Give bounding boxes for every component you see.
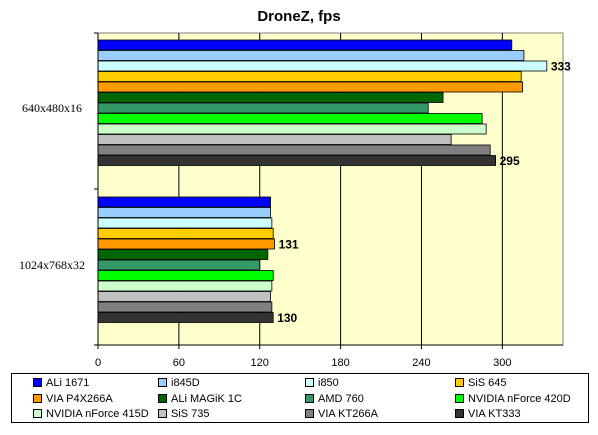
bar-nvidia-nforce-415d-1 (97, 280, 273, 292)
bar-via-kt266a-0 (97, 144, 491, 156)
legend-item: VIA KT333 (455, 408, 521, 424)
legend-label: NVIDIA nForce 420D (468, 393, 571, 405)
legend-item: i845D (158, 377, 200, 393)
data-label: 333 (551, 59, 571, 73)
bar-i850-0 (97, 60, 548, 72)
legend-label: VIA KT266A (318, 408, 378, 420)
legend-item: NVIDIA nForce 420D (455, 393, 571, 409)
bar-via-kt333-1 (97, 312, 274, 323)
legend: ALi 1671 i845D i850 SiS 645 VIA P4X266A ALi M… (11, 373, 589, 423)
legend-swatch (33, 377, 42, 387)
bar-sis-735-0 (97, 134, 452, 145)
legend-label: VIA KT333 (468, 408, 521, 420)
legend-swatch (455, 377, 464, 387)
x-tick-labels: 0 60 120 180 240 300 (95, 357, 512, 369)
legend-label: NVIDIA nForce 415D (46, 408, 149, 420)
bar-i845d-0 (97, 50, 525, 61)
legend-item: i850 (305, 377, 339, 393)
bar-sis-735-1 (97, 291, 271, 302)
legend-swatch (158, 377, 167, 387)
x-tick-label: 300 (493, 357, 511, 369)
bars (97, 39, 548, 323)
bar-nvidia-nforce-420d-0 (97, 113, 483, 124)
chart-title: DroneZ, fps (257, 8, 340, 25)
bar-nvidia-nforce-415d-0 (97, 123, 487, 135)
bar-i850-1 (97, 217, 273, 229)
legend-swatch (305, 393, 314, 403)
legend-item: NVIDIA nForce 415D (33, 408, 149, 424)
category-label: 640x480x16 (22, 101, 82, 115)
category-label: 1024x768x32 (19, 258, 85, 272)
legend-label: ALi MAGiK 1C (171, 393, 242, 405)
bar-amd-760-0 (97, 102, 429, 114)
legend-label: ALi 1671 (46, 377, 90, 389)
x-tick-label: 60 (173, 357, 185, 369)
x-tick-label: 180 (331, 357, 349, 369)
x-tick-label: 0 (95, 357, 101, 369)
legend-item: VIA KT266A (305, 408, 378, 424)
bar-ali-magik-1c-1 (97, 249, 269, 260)
legend-label: AMD 760 (318, 393, 364, 405)
legend-swatch (158, 408, 167, 418)
legend-item: ALi 1671 (33, 377, 89, 393)
legend-swatch (305, 408, 314, 418)
legend-swatch (33, 408, 42, 418)
bar-nvidia-nforce-420d-1 (97, 270, 274, 281)
legend-item: SiS 645 (455, 377, 507, 393)
legend-item: ALi MAGiK 1C (158, 393, 242, 409)
legend-label: i850 (318, 377, 339, 389)
data-label: 130 (277, 311, 297, 325)
bar-i845d-1 (97, 207, 271, 218)
legend-swatch (305, 377, 314, 387)
data-label: 295 (500, 154, 520, 168)
legend-swatch (455, 408, 464, 418)
data-label: 131 (279, 237, 299, 251)
legend-swatch (158, 393, 167, 403)
bar-ali-1671-0 (97, 39, 513, 51)
legend-item: SiS 735 (158, 408, 210, 424)
legend-swatch (33, 393, 42, 403)
legend-item: AMD 760 (305, 393, 364, 409)
legend-item: VIA P4X266A (33, 393, 113, 409)
x-tick-label: 240 (412, 357, 430, 369)
bar-ali-1671-1 (97, 196, 271, 208)
legend-label: SiS 645 (468, 377, 507, 389)
bar-amd-760-1 (97, 259, 261, 271)
bar-via-p4x266a-1 (97, 238, 275, 250)
bar-via-kt266a-1 (97, 301, 273, 313)
legend-swatch (455, 393, 464, 403)
bar-sis-645-0 (97, 71, 522, 82)
axes (94, 32, 563, 349)
legend-label: SiS 735 (171, 408, 210, 420)
bar-via-p4x266a-0 (97, 81, 523, 93)
legend-label: i845D (171, 377, 200, 389)
category-labels: 640x480x16 1024x768x32 (19, 101, 85, 272)
x-tick-label: 120 (251, 357, 269, 369)
bar-ali-magik-1c-0 (97, 92, 444, 103)
bar-sis-645-1 (97, 228, 274, 239)
data-labels: 333 295 131 130 (277, 59, 571, 325)
bar-via-kt333-0 (97, 155, 497, 166)
legend-label: VIA P4X266A (46, 393, 113, 405)
